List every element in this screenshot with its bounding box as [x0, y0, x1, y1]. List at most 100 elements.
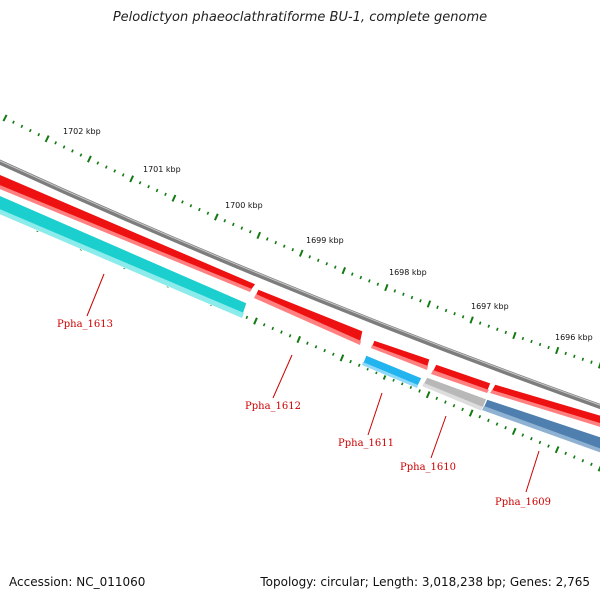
- leader-Ppha_1612: [272, 354, 293, 399]
- gene-Ppha_1612-shade: [254, 294, 361, 345]
- outer-scale-tick: [104, 165, 108, 169]
- outer-scale-tick: [121, 173, 125, 177]
- gene-Ppha_1611-shade: [362, 362, 418, 388]
- inner-scale-tick: [452, 403, 456, 408]
- outer-scale-tick: [113, 169, 117, 173]
- inner-scale-tick: [487, 418, 490, 423]
- outer-scale-ticks: [2, 114, 600, 369]
- outer-scale-tick: [325, 262, 329, 266]
- outer-scale-tick: [256, 231, 262, 239]
- inner-scale-tick: [253, 317, 258, 325]
- outer-scale-tick: [376, 282, 380, 286]
- outer-scale-tick: [198, 207, 201, 212]
- outer-scale-tick: [298, 249, 304, 257]
- outer-scale-tick: [478, 321, 482, 325]
- inner-scale-tick: [435, 396, 439, 401]
- outer-scale-tick: [469, 316, 474, 324]
- label-Ppha_1613[interactable]: Ppha_1613: [57, 319, 113, 330]
- outer-scale-tick: [487, 324, 491, 328]
- outer-scale-tick: [171, 194, 177, 202]
- inner-scale-tick: [461, 407, 464, 412]
- inner-scale-tick: [349, 359, 352, 364]
- inner-scale-tick: [572, 455, 576, 459]
- outer-scale-tick: [581, 357, 585, 361]
- outer-scale-tick: [496, 327, 499, 331]
- outer-scale-tick: [547, 345, 550, 350]
- scale-label-1696: 1696 kbp: [555, 333, 593, 342]
- outer-scale-tick: [223, 218, 227, 223]
- outer-scale-tick: [359, 275, 363, 280]
- outer-scale-tick: [181, 200, 184, 204]
- outer-scale-tick: [96, 161, 100, 165]
- scale-label-1697: 1697 kbp: [471, 302, 509, 311]
- outer-scale-tick: [410, 295, 414, 300]
- outer-scale-tick: [274, 240, 278, 245]
- gene-Ppha_1611[interactable]: [361, 354, 423, 389]
- backbone-highlight: [0, 160, 600, 406]
- outer-scale-tick: [590, 360, 593, 364]
- outer-scale-tick: [597, 361, 600, 369]
- outer-scale-tick: [461, 315, 465, 319]
- outer-scale-tick: [231, 222, 235, 227]
- outer-scale-tick: [86, 155, 92, 163]
- label-Ppha_1611[interactable]: Ppha_1611: [338, 438, 394, 449]
- inner-scale-tick: [564, 451, 568, 456]
- inner-scale-tick: [262, 323, 266, 327]
- outer-scale-tick: [316, 258, 320, 262]
- label-Ppha_1612[interactable]: Ppha_1612: [245, 401, 301, 412]
- outer-scale-tick: [555, 346, 560, 355]
- outer-scale-tick: [12, 120, 15, 124]
- inner-scale-tick: [495, 422, 499, 426]
- inner-scale-tick: [530, 436, 533, 441]
- inner-scale-tick: [547, 444, 550, 448]
- accession-text: Accession: NC_011060: [9, 575, 146, 589]
- outer-scale-tick: [530, 339, 533, 344]
- outer-scale-tick: [521, 336, 525, 341]
- outer-scale-tick: [164, 192, 167, 197]
- label-Ppha_1609[interactable]: Ppha_1609: [495, 497, 551, 508]
- outer-scale-tick: [147, 184, 150, 189]
- outer-scale-tick: [62, 145, 66, 149]
- outer-scale-tick: [573, 354, 576, 359]
- outer-scale-tick: [37, 132, 41, 137]
- outer-scale-tick: [54, 141, 58, 145]
- outer-scale-tick: [504, 330, 508, 335]
- outer-scale-tick: [248, 230, 252, 234]
- leader-Ppha_1610: [430, 415, 447, 459]
- outer-scale-tick: [2, 114, 8, 122]
- outer-scale-tick: [402, 292, 405, 296]
- outer-scale-tick: [265, 237, 269, 241]
- outer-scale-tick: [20, 124, 24, 129]
- inner-scale-tick: [444, 400, 447, 404]
- outer-scale-tick: [350, 272, 354, 276]
- scale-label-1701: 1701 kbp: [143, 165, 181, 174]
- outer-scale-tick: [436, 305, 439, 309]
- inner-scale-tick: [323, 348, 327, 353]
- inner-scale-tick: [288, 334, 292, 338]
- outer-scale-tick: [206, 211, 210, 215]
- label-Ppha_1610[interactable]: Ppha_1610: [400, 462, 456, 473]
- genome-summary-text: Topology: circular; Length: 3,018,238 bp…: [260, 575, 590, 589]
- outer-scale-tick: [444, 308, 448, 313]
- leader-Ppha_1611: [367, 392, 383, 436]
- inner-scale-tick: [409, 385, 413, 390]
- inner-scale-tick: [554, 446, 560, 454]
- outer-scale-tick: [384, 283, 389, 292]
- inner-scale-tick: [339, 354, 345, 362]
- scale-label-1698: 1698 kbp: [389, 268, 427, 277]
- inner-scale-tick: [425, 391, 431, 399]
- outer-scale-tick: [44, 135, 50, 143]
- gene-Ppha_1609-shade: [482, 406, 600, 453]
- inner-scale-tick: [581, 459, 585, 463]
- outer-scale-tick: [138, 181, 142, 185]
- inner-scale-tick: [511, 427, 517, 436]
- gene-forward-left-shade: [0, 185, 252, 292]
- outer-scale-tick: [240, 226, 244, 230]
- outer-scale-tick: [79, 153, 83, 157]
- inner-scale-tick: [504, 425, 507, 430]
- outer-scale-tick: [419, 299, 422, 303]
- outer-scale-tick: [189, 204, 193, 208]
- gene-Ppha_1610-shade: [422, 383, 483, 411]
- outer-scale-tick: [282, 244, 286, 248]
